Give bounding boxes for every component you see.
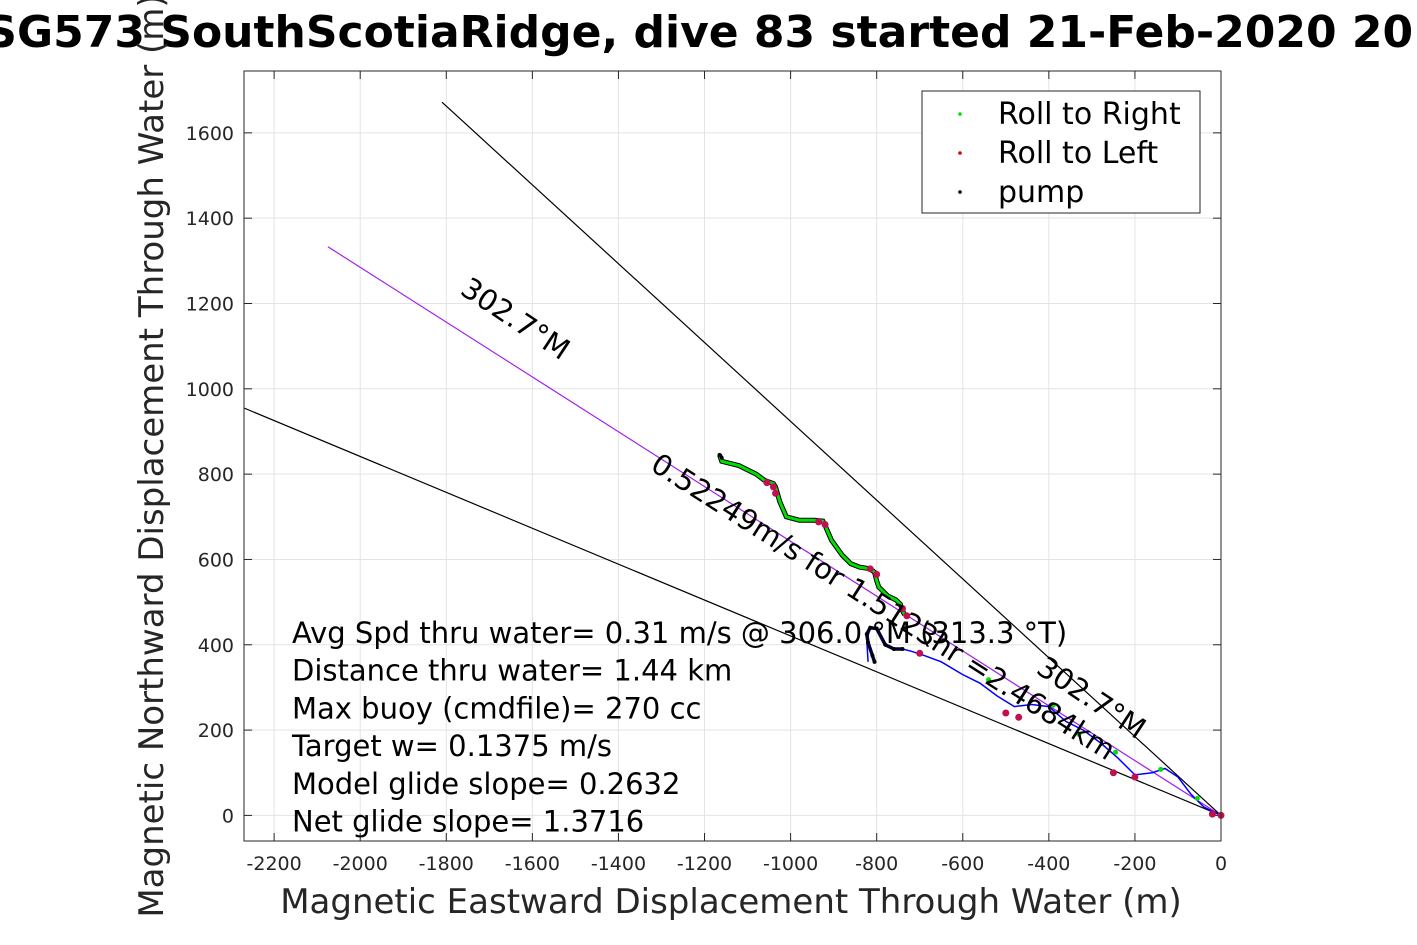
y-tick-label: 1000 xyxy=(186,379,234,401)
x-tick-label: -1800 xyxy=(419,853,474,875)
pump-point xyxy=(883,642,888,647)
roll-left-point xyxy=(1131,773,1139,781)
y-tick-label: 400 xyxy=(198,635,234,657)
roll-right-point xyxy=(1194,795,1200,801)
annotation-line: Distance thru water= 1.44 km xyxy=(292,654,732,688)
legend-marker xyxy=(958,112,962,116)
y-tick-label: 0 xyxy=(222,805,234,827)
x-tick-label: -2200 xyxy=(247,853,302,875)
roll-right-point xyxy=(1113,749,1119,755)
x-tick-label: 0 xyxy=(1215,853,1227,875)
legend-entry: Roll to Right xyxy=(998,97,1181,132)
roll-right-point xyxy=(1050,702,1056,708)
pump-point xyxy=(891,647,896,652)
annotation-line: Net glide slope= 1.3716 xyxy=(292,805,644,839)
annotation-line: Target w= 0.1375 m/s xyxy=(291,729,612,763)
x-tick-label: -1400 xyxy=(591,853,646,875)
annotation-block: Avg Spd thru water= 0.31 m/s @ 306.0 °M … xyxy=(291,616,1067,839)
pump-point xyxy=(900,647,905,652)
pump-point xyxy=(864,632,869,637)
roll-left-point xyxy=(1002,709,1010,717)
x-tick-label: -1000 xyxy=(763,853,818,875)
roll-left-point xyxy=(866,565,874,573)
x-tick-label: -1600 xyxy=(505,853,560,875)
x-tick-label: -800 xyxy=(855,853,898,875)
roll-left-point xyxy=(772,489,780,497)
pump-point xyxy=(717,452,722,457)
x-tick-labels: -2200 -2000 -1800 -1600 -1400 -1200 -1000 -800-… xyxy=(247,853,1228,875)
y-axis-label: Magnetic Northward Displacement Through … xyxy=(132,0,172,918)
x-tick-label: -200 xyxy=(1113,853,1156,875)
y-tick-label: 600 xyxy=(198,549,234,571)
y-tick-label: 1400 xyxy=(186,208,234,230)
legend: Roll to Right Roll to Left pump xyxy=(921,90,1201,214)
roll-left-point xyxy=(821,520,829,528)
roll-right-point xyxy=(1158,766,1164,772)
lower-bound-line xyxy=(243,407,1222,816)
legend-entry: Roll to Left xyxy=(998,136,1158,171)
y-tick-label: 200 xyxy=(198,720,234,742)
pump-point xyxy=(870,653,875,658)
roll-left-point xyxy=(1208,810,1216,818)
roll-right-point xyxy=(986,677,992,683)
pump-point xyxy=(872,659,877,664)
y-tick-label: 800 xyxy=(198,464,234,486)
roll-right-point xyxy=(1076,731,1082,737)
roll-left-point xyxy=(1015,713,1023,721)
heading-lines xyxy=(243,101,1222,816)
legend-entry: pump xyxy=(998,175,1084,210)
annotation-line: Avg Spd thru water= 0.31 m/s @ 306.0 °M … xyxy=(292,616,1067,650)
x-tick-label: -1200 xyxy=(677,853,732,875)
roll-left-point xyxy=(899,605,907,613)
x-tick-label: -600 xyxy=(941,853,984,875)
center-heading-line xyxy=(327,246,1222,816)
x-tick-label: -2000 xyxy=(333,853,388,875)
pump-point xyxy=(868,625,873,630)
x-tick-label: -400 xyxy=(1027,853,1070,875)
annotation-line: Max buoy (cmdfile)= 270 cc xyxy=(292,691,701,725)
legend-marker xyxy=(958,151,962,155)
series-layer xyxy=(717,452,1225,819)
roll-left-point xyxy=(769,483,777,491)
chart-title: SG573 SouthScotiaRidge, dive 83 started … xyxy=(0,7,1417,58)
x-axis-label: Magnetic Eastward Displacement Through W… xyxy=(280,882,1182,922)
roll-left-point xyxy=(763,479,771,487)
pump-point xyxy=(874,626,879,631)
pump-point xyxy=(719,455,724,460)
y-tick-labels: 0 200 400 600 800 1000 1200 1400 1600 xyxy=(186,123,234,828)
roll-left-point xyxy=(873,570,881,578)
upper-bound-line xyxy=(441,101,1222,816)
roll-left-point xyxy=(903,612,911,620)
y-tick-label: 1200 xyxy=(186,293,234,315)
roll-left-point xyxy=(916,649,924,657)
pump-point xyxy=(866,640,871,645)
annotation-line: Model glide slope= 0.2632 xyxy=(292,767,680,801)
roll-left-point xyxy=(815,518,823,526)
legend-marker xyxy=(958,190,962,194)
legend-box xyxy=(921,90,1201,214)
y-tick-label: 1600 xyxy=(186,123,234,145)
roll-left-point xyxy=(1109,769,1117,777)
